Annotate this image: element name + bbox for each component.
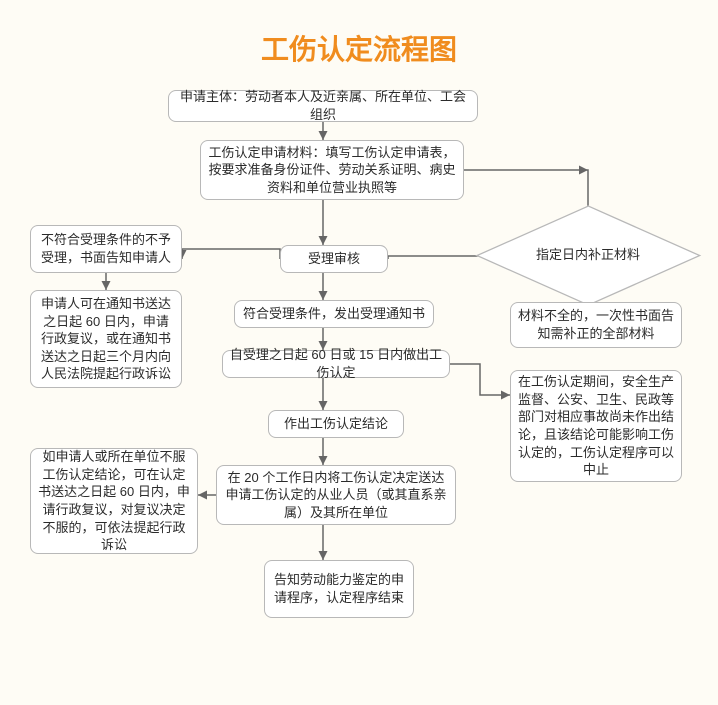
flowchart-node-n3: 受理审核 <box>280 245 388 273</box>
flowchart-decision-d1: 指定日内补正材料 <box>498 215 678 295</box>
flowchart-node-r5: 在工伤认定期间，安全生产监督、公安、卫生、民政等部门对相应事故尚未作出结论，且该… <box>510 370 682 482</box>
flowchart-node-r4: 材料不全的，一次性书面告知需补正的全部材料 <box>510 302 682 348</box>
flowchart-node-r3: 如申请人或所在单位不服工伤认定结论，可在认定书送达之日起 60 日内，申请行政复… <box>30 448 198 554</box>
flowchart-node-n4: 符合受理条件，发出受理通知书 <box>234 300 434 328</box>
flowchart-node-n7: 在 20 个工作日内将工伤认定决定送达申请工伤认定的从业人员（或其直系亲属）及其… <box>216 465 456 525</box>
flowchart-decision-label: 指定日内补正材料 <box>525 246 651 264</box>
flowchart-node-n2: 工伤认定申请材料：填写工伤认定申请表，按要求准备身份证件、劳动关系证明、病史资料… <box>200 140 464 200</box>
flowchart-node-n5: 自受理之日起 60 日或 15 日内做出工伤认定 <box>222 350 450 378</box>
flowchart-node-n8: 告知劳动能力鉴定的申请程序，认定程序结束 <box>264 560 414 618</box>
flowchart-node-n1: 申请主体：劳动者本人及近亲属、所在单位、工会组织 <box>168 90 478 122</box>
flowchart-node-r1: 不符合受理条件的不予受理，书面告知申请人 <box>30 225 182 273</box>
flowchart-node-r2: 申请人可在通知书送达之日起 60 日内，申请行政复议，或在通知书送达之日起三个月… <box>30 290 182 388</box>
flowchart-canvas: 工伤认定流程图 申请主体：劳动者本人及近亲属、所在单位、工会组织工伤认定申请材料… <box>0 0 718 705</box>
flowchart-title: 工伤认定流程图 <box>0 28 718 68</box>
flowchart-node-n6: 作出工伤认定结论 <box>268 410 404 438</box>
